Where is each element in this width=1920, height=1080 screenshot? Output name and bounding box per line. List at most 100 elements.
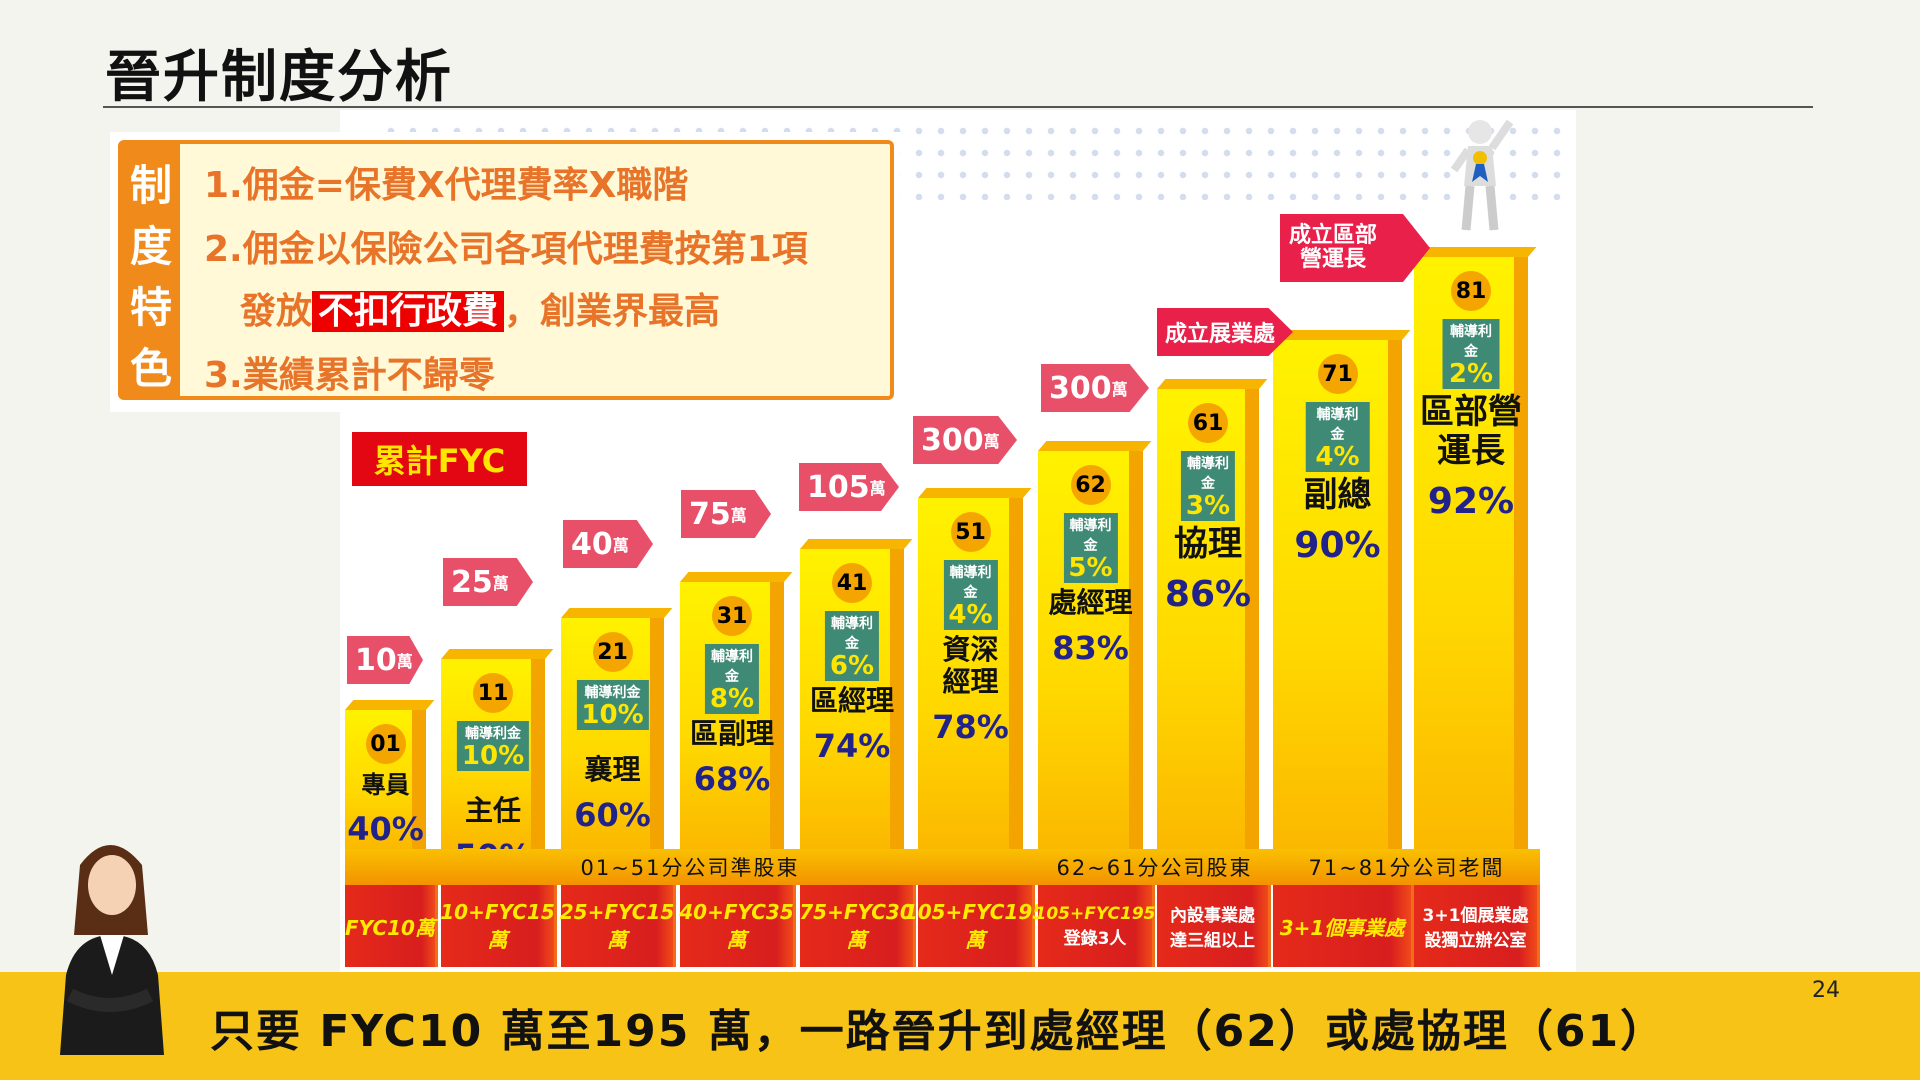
requirement-cell: 105+FYC195 登錄3人 <box>1034 885 1156 967</box>
rank-title: 區經理 <box>809 684 894 717</box>
bonus-percent: 4% <box>948 600 993 630</box>
bonus-label: 輔導利金 <box>949 565 992 601</box>
fyc-threshold-tag: 成立展業處 <box>1157 308 1293 356</box>
bonus-label: 輔導利金 <box>711 649 753 685</box>
requirement-cell: 40+FYC35萬 <box>679 885 796 967</box>
feature-2-cont: 發放 不扣行政費 ，創業界最高 <box>240 282 720 334</box>
bonus-percent: 2% <box>1448 359 1494 389</box>
trophy-figure-icon <box>1450 119 1514 231</box>
text: 發放 <box>240 291 313 332</box>
rank-column <box>800 549 904 849</box>
rank-title: 主任 <box>464 794 521 827</box>
bonus-badge: 輔導利金 3% <box>1180 451 1236 521</box>
requirement: 75+FYC30萬 <box>799 899 914 952</box>
rank-column-content: 41 輔導利金 6% 區經理 74% <box>800 549 904 849</box>
bonus-label: 輔導利金 <box>831 616 873 652</box>
rank-title: 協理 <box>1174 524 1242 564</box>
requirement: 3+1個展業處 <box>1422 906 1529 926</box>
rank-title: 資深經理 <box>942 633 999 699</box>
page-number: 24 <box>1812 978 1840 1003</box>
commission-percent: 83% <box>1052 629 1129 668</box>
tag-unit: 萬 <box>612 536 629 555</box>
requirement: 25+FYC15萬 <box>559 899 675 952</box>
tag-unit: 萬 <box>730 506 747 525</box>
rank-column-content: 81 輔導利金 2% 區部營運長 92% <box>1414 257 1528 849</box>
tag-amount: 25 <box>451 564 493 600</box>
rank-column <box>561 618 664 849</box>
label-char: 度 <box>129 222 172 271</box>
commission-percent: 68% <box>693 760 771 799</box>
businesswoman-illustration <box>60 845 164 1055</box>
bonus-percent: 8% <box>709 684 755 714</box>
tag-unit: 萬 <box>492 574 509 593</box>
bonus-percent: 4% <box>1315 442 1360 472</box>
tag-text: 成立展業處 <box>1165 322 1276 347</box>
rank-code: 62 <box>1070 465 1111 505</box>
commission-percent: 40% <box>347 809 424 848</box>
rank-column-content: 31 輔導利金 8% 區副理 68% <box>680 582 784 849</box>
requirement: 內設事業處 <box>1170 906 1255 926</box>
requirement-cell: 105+FYC195萬 <box>904 885 1046 967</box>
features-label: 制 度 特 色 <box>122 144 180 396</box>
footer-bar <box>0 972 1920 1080</box>
tag-amount: 300 <box>1049 370 1112 406</box>
bonus-percent: 3% <box>1185 491 1231 521</box>
rank-title: 區副理 <box>689 717 774 750</box>
bonus-badge: 輔導利金 4% <box>1305 402 1370 472</box>
rank-code: 31 <box>712 596 752 636</box>
label-char: 色 <box>129 344 172 393</box>
bonus-percent: 6% <box>829 651 875 681</box>
rank-column <box>918 498 1023 849</box>
page-title: 晉升制度分析 <box>105 45 453 110</box>
rank-code: 71 <box>1317 354 1358 394</box>
highlight: 不扣行政費 <box>312 291 505 332</box>
fyc-threshold-tag: 25 萬 <box>443 558 533 606</box>
tag-amount: 75 <box>689 496 731 532</box>
fyc-threshold-tag: 10 萬 <box>347 636 423 684</box>
requirement: FYC10萬 <box>345 915 435 940</box>
rank-column-content: 01 專員 40% <box>345 710 426 849</box>
rank-title: 專員 <box>361 771 410 799</box>
rank-code: 11 <box>473 673 513 713</box>
label-char: 特 <box>129 283 172 332</box>
rank-column <box>1414 257 1528 849</box>
group-band <box>345 849 1540 885</box>
bonus-badge: 輔導利金 10% <box>456 721 530 771</box>
rank-code: 51 <box>950 512 991 552</box>
tag-unit: 萬 <box>1111 380 1128 399</box>
bonus-badge: 輔導利金 4% <box>943 560 998 630</box>
requirement: 105+FYC195 <box>1034 903 1156 924</box>
fyc-threshold-tag: 300 萬 <box>913 416 1017 464</box>
rank-column-content: 21 輔導利金 10% 襄理 60% <box>561 618 664 849</box>
requirement-detail: 登錄3人 <box>1063 928 1127 949</box>
requirement: 40+FYC35萬 <box>679 899 794 952</box>
requirement-cell: 3+1個展業處 設獨立辦公室 <box>1414 885 1540 967</box>
fyc-threshold-tag: 105 萬 <box>799 463 899 511</box>
requirement-detail: 設獨立辦公室 <box>1424 931 1527 951</box>
rank-column-content: 62 輔導利金 5% 處經理 83% <box>1038 451 1143 849</box>
bonus-label: 輔導利金 <box>584 685 641 701</box>
fyc-threshold-tag: 40 萬 <box>563 520 653 568</box>
fyc-threshold-tag: 75 萬 <box>681 490 771 538</box>
commission-percent: 60% <box>574 796 651 835</box>
feature-1: 1.佣金=保費X代理費率X職階 <box>204 165 689 206</box>
commission-percent: 74% <box>813 727 891 766</box>
footer-message: 只要 FYC10 萬至195 萬，一路晉升到處經理（62）或處協理（61） <box>210 1006 1667 1057</box>
fyc-threshold-tag: 成立區部營運長 <box>1280 214 1430 282</box>
bonus-percent: 5% <box>1068 553 1113 583</box>
commission-percent: 78% <box>932 708 1009 747</box>
text: ，創業界最高 <box>504 291 721 332</box>
fyc-threshold-tag: 300 萬 <box>1041 364 1149 412</box>
rank-code: 21 <box>592 632 633 672</box>
bonus-label: 輔導利金 <box>1069 518 1112 554</box>
rank-code: 41 <box>832 563 872 603</box>
requirement-cell: FYC10萬 <box>345 885 438 967</box>
rank-title: 區部營運長 <box>1420 392 1522 472</box>
title-divider <box>103 106 1813 108</box>
tag-unit: 萬 <box>869 479 886 498</box>
rank-column-content: 51 輔導利金 4% 資深經理 78% <box>918 498 1023 849</box>
tag-amount: 300 <box>921 422 984 458</box>
group-label: 71~81分公司老闆 <box>1308 856 1505 880</box>
features-box: 制 度 特 色 1.佣金=保費X代理費率X職階 2.佣金以保險公司各項代理費按第… <box>118 140 894 400</box>
